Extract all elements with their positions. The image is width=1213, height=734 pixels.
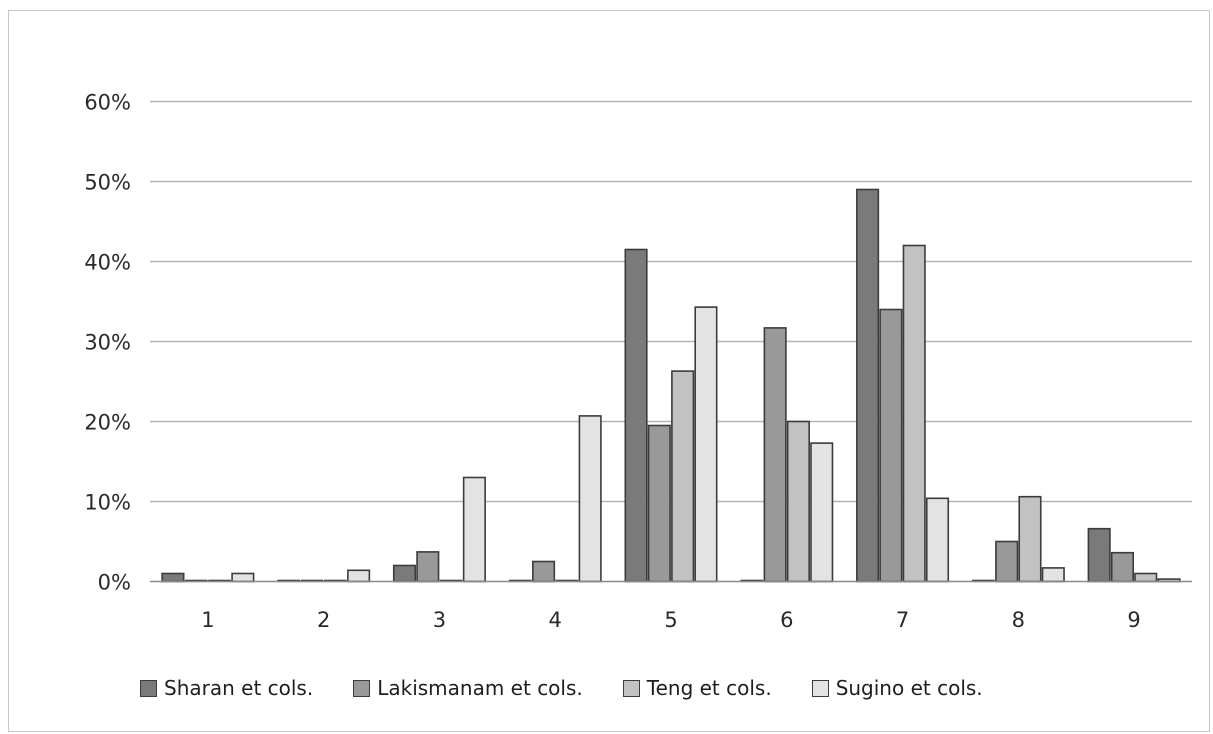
y-tick-label: 20% xyxy=(84,411,131,435)
bar-series-1-category-1 xyxy=(161,572,185,583)
bar-series-4-category-8 xyxy=(1041,567,1065,583)
bar-series-4-category-2 xyxy=(347,569,371,583)
y-tick-label: 50% xyxy=(84,171,131,195)
legend-label: Sharan et cols. xyxy=(164,676,314,700)
bar-series-1-category-5 xyxy=(624,248,648,583)
legend-swatch xyxy=(811,679,829,697)
bar-series-2-category-3 xyxy=(416,551,440,583)
x-tick-label: 5 xyxy=(664,608,677,632)
bar-series-3-category-8 xyxy=(1018,495,1042,583)
x-tick-label: 6 xyxy=(780,608,793,632)
gridlines xyxy=(150,100,1192,503)
legend-label: Teng et cols. xyxy=(646,676,772,700)
bars xyxy=(161,188,1181,583)
bar-series-4-category-5 xyxy=(694,306,718,583)
legend-item: Sugino et cols. xyxy=(811,676,983,700)
bar-series-3-category-6 xyxy=(786,420,810,583)
legend-label: Sugino et cols. xyxy=(835,676,983,700)
legend-item: Teng et cols. xyxy=(622,676,772,700)
bar-series-1-category-7 xyxy=(856,188,880,583)
y-tick-label: 0% xyxy=(98,571,131,595)
bar-series-1-category-3 xyxy=(392,564,417,583)
x-tick-label: 1 xyxy=(201,608,214,632)
bar-series-4-category-1 xyxy=(231,572,255,583)
legend-swatch xyxy=(622,679,640,697)
bar-series-2-category-9 xyxy=(1110,551,1135,583)
y-tick-label: 10% xyxy=(84,491,131,515)
legend-item: Sharan et cols. xyxy=(140,676,313,700)
chart-frame xyxy=(8,10,1210,732)
bar-series-2-category-6 xyxy=(763,327,787,583)
x-tick-label: 7 xyxy=(896,608,909,632)
bar-series-2-category-8 xyxy=(995,540,1019,583)
bar-series-1-category-9 xyxy=(1087,527,1111,583)
legend-swatch xyxy=(140,679,157,697)
x-tick-label: 9 xyxy=(1127,608,1140,632)
y-tick-label: 40% xyxy=(84,251,131,275)
bar-series-4-category-3 xyxy=(462,476,486,583)
bar-series-2-category-7 xyxy=(879,308,903,583)
legend-swatch xyxy=(353,679,371,697)
bar-series-2-category-4 xyxy=(532,560,556,583)
x-tick-label: 8 xyxy=(1012,608,1025,632)
x-tick-label: 4 xyxy=(549,608,562,632)
legend-label: Lakismanam et cols. xyxy=(377,676,583,700)
x-axis-tick-labels: 1 2 3 4 5 6 7 8 9 xyxy=(201,608,1141,632)
bar-series-3-category-5 xyxy=(671,370,695,583)
legend-item: Lakismanam et cols. xyxy=(353,676,583,700)
y-tick-label: 30% xyxy=(84,331,131,355)
bar-series-2-category-5 xyxy=(647,424,671,583)
y-tick-label: 60% xyxy=(84,91,131,115)
bar-series-3-category-7 xyxy=(902,244,926,583)
y-axis-tick-labels: 0% 10% 20% 30% 40% 50% 60% xyxy=(84,91,131,595)
x-tick-label: 3 xyxy=(433,608,446,632)
bar-series-4-category-4 xyxy=(578,415,602,583)
legend: Sharan et cols. Lakismanam et cols. Teng e… xyxy=(140,676,983,700)
x-tick-label: 2 xyxy=(317,608,330,632)
bar-series-4-category-7 xyxy=(925,497,950,583)
bar-series-3-category-9 xyxy=(1134,572,1158,583)
bar-series-4-category-6 xyxy=(810,442,834,583)
